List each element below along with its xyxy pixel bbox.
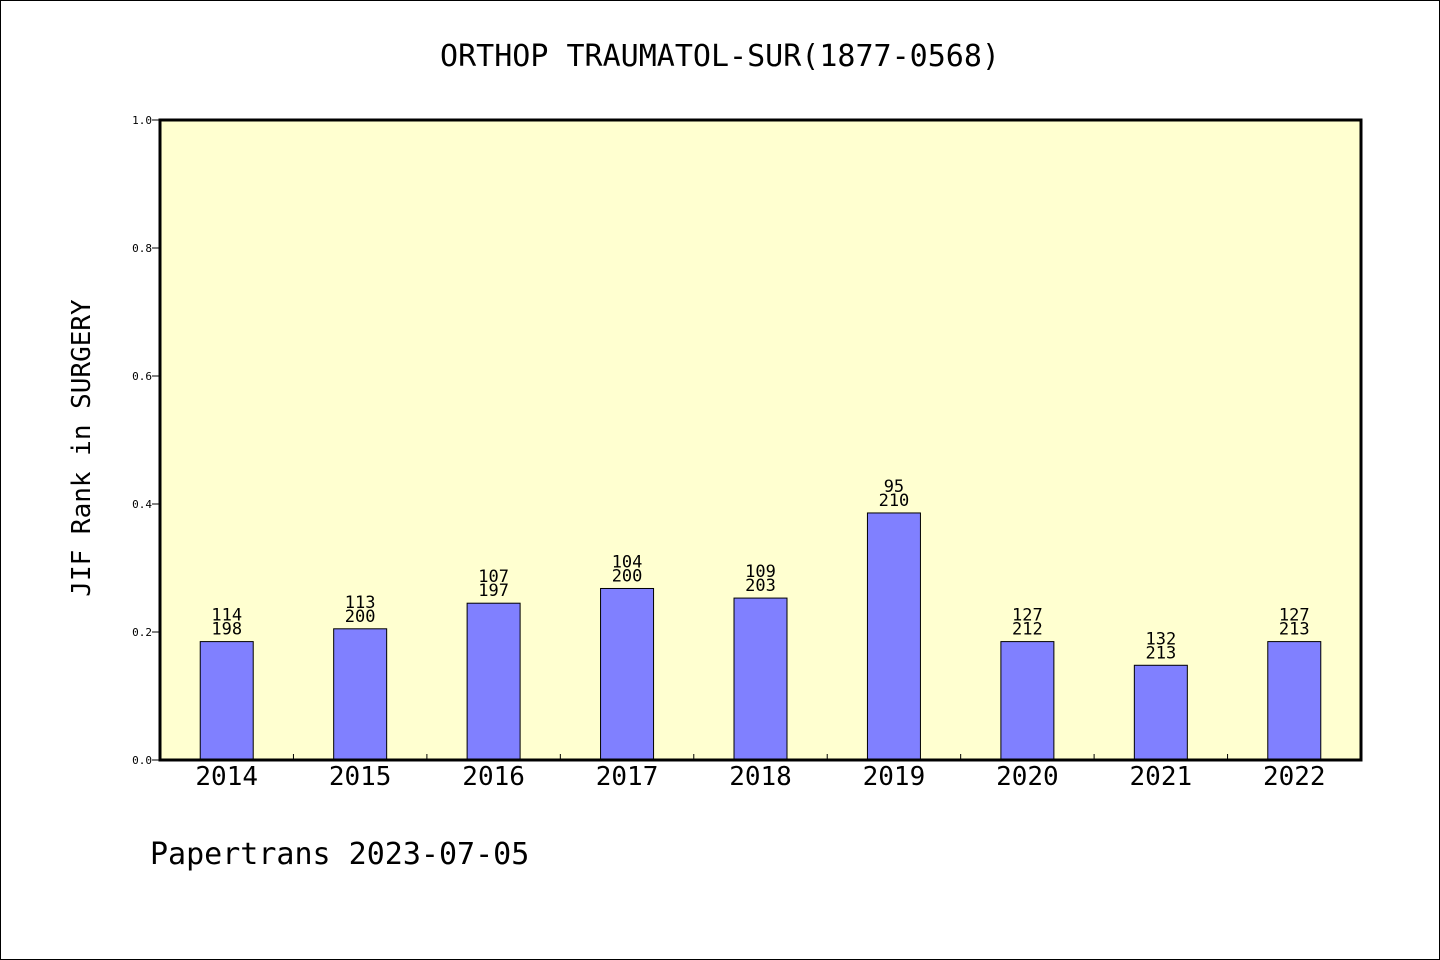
bar-2020 (1000, 641, 1055, 761)
x-tick-label: 2022 (1263, 762, 1326, 792)
x-tick-label: 2019 (863, 762, 926, 792)
bar-label-rank: 114 (211, 606, 242, 626)
footer-credit: Papertrans 2023-07-05 (150, 837, 529, 872)
bar-label-rank: 95 (884, 477, 904, 497)
bar-label-total: 197 (478, 581, 509, 601)
bar-label-total: 200 (345, 607, 376, 627)
y-tick-label: 0.4 (132, 498, 152, 511)
bar-label-total: 203 (745, 576, 776, 596)
bar-2016 (466, 602, 521, 761)
x-tick-label: 2016 (462, 762, 525, 792)
x-tick-label: 2014 (195, 762, 258, 792)
bar-2015 (333, 628, 388, 761)
x-tick-label: 2021 (1130, 762, 1193, 792)
x-tick-label: 2015 (329, 762, 392, 792)
y-tick-label: 0.2 (132, 626, 152, 639)
bar-label-total: 213 (1279, 620, 1310, 640)
plot-border (158, 118, 1363, 762)
bar-2019 (866, 512, 921, 761)
chart-title: ORTHOP TRAUMATOL-SUR(1877-0568) (440, 39, 1000, 74)
bar-label-rank: 104 (612, 552, 643, 572)
bar-label-total: 200 (612, 566, 643, 586)
bar-2021 (1133, 664, 1188, 761)
y-axis-label: JIF Rank in SURGERY (67, 299, 97, 597)
bar-2022 (1267, 641, 1322, 761)
bar-label-rank: 127 (1012, 606, 1043, 626)
y-tick-label: 1.0 (132, 114, 152, 127)
x-tick-label: 2020 (996, 762, 1059, 792)
x-tick-label: 2017 (596, 762, 659, 792)
bar-label-rank: 113 (345, 593, 376, 613)
bar-label-total: 213 (1145, 643, 1176, 663)
y-tick-label: 0.0 (132, 754, 152, 767)
bar-2014 (199, 641, 254, 761)
bar-label-rank: 107 (478, 567, 509, 587)
x-tick-label: 2018 (729, 762, 792, 792)
bar-label-rank: 109 (745, 562, 776, 582)
y-tick-label: 0.6 (132, 370, 152, 383)
x-axis: 2014 2015 2016 2017 2018 2019 2020 2021 2022 (195, 754, 1326, 792)
y-tick-label: 0.8 (132, 242, 152, 255)
bar-label-rank: 127 (1279, 606, 1310, 626)
bar-label-total: 210 (879, 491, 910, 511)
y-axis: 0.0 0.2 0.4 0.6 0.8 1.0 (132, 114, 160, 767)
bar-2017 (600, 587, 655, 761)
bar-label-total: 212 (1012, 620, 1043, 640)
bar-label-total: 198 (211, 620, 242, 640)
bar-label-rank: 132 (1145, 629, 1176, 649)
bar-2018 (733, 597, 788, 761)
